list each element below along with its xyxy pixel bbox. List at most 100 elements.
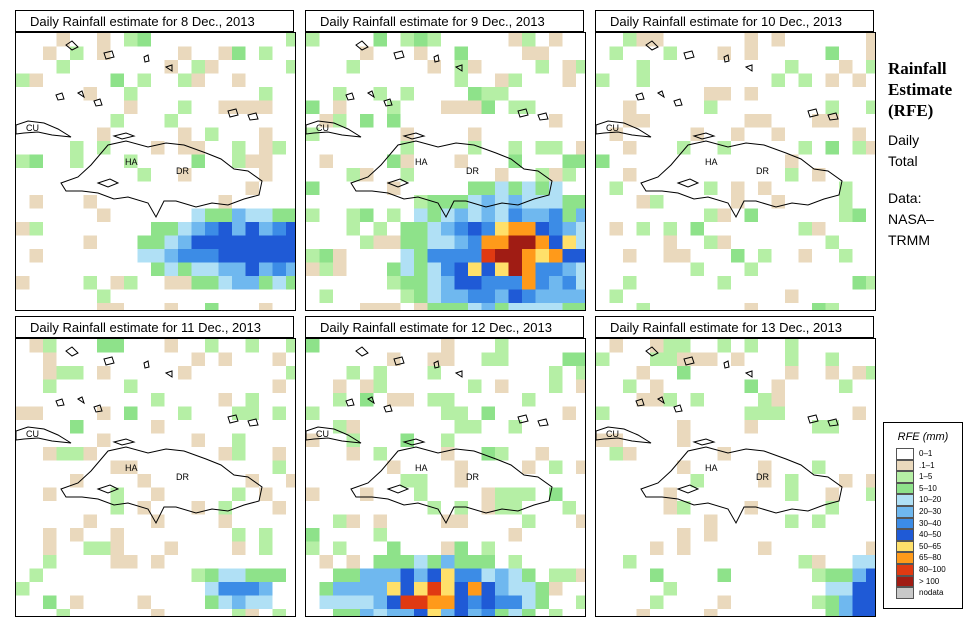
rainfall-cell <box>825 100 839 114</box>
rainfall-cell <box>286 366 295 380</box>
rainfall-map: CU HA DR <box>595 32 876 311</box>
rainfall-cell <box>744 303 758 310</box>
coastline <box>367 90 375 99</box>
rainfall-cell <box>454 474 468 488</box>
rainfall-cell <box>218 100 232 114</box>
rainfall-cell <box>468 276 482 290</box>
rainfall-cell <box>178 249 192 263</box>
rainfall-cell <box>414 46 428 60</box>
rainfall-cell <box>259 276 273 290</box>
rainfall-cell <box>495 303 509 310</box>
rainfall-cell <box>164 262 178 276</box>
rainfall-cell <box>576 222 585 236</box>
coastline <box>692 132 716 140</box>
rainfall-cell <box>218 352 232 366</box>
rainfall-cell <box>866 595 875 609</box>
rainfall-cell <box>562 73 576 87</box>
side-title-line: Rainfall <box>888 59 947 78</box>
country-label: HA <box>125 463 138 473</box>
rainfall-cell <box>562 195 576 209</box>
rainfall-cell <box>97 141 111 155</box>
coastline <box>645 346 659 357</box>
coastline <box>93 404 103 413</box>
rainfall-cell <box>549 235 563 249</box>
rainfall-cell <box>346 555 360 569</box>
rainfall-cell <box>259 303 273 310</box>
rainfall-cell <box>400 609 414 616</box>
rainfall-cell <box>852 406 866 420</box>
rainfall-cell <box>454 276 468 290</box>
coastline <box>383 98 393 107</box>
side-annotation: Rainfall Estimate (RFE) <box>888 58 952 121</box>
rainfall-cell <box>286 249 295 263</box>
rainfall-cell <box>218 249 232 263</box>
rainfall-cell <box>508 528 522 542</box>
coastline <box>402 438 426 446</box>
rainfall-cell <box>360 114 374 128</box>
rainfall-cell <box>360 609 374 616</box>
rainfall-cell <box>286 276 295 290</box>
rainfall-cell <box>427 555 441 569</box>
rainfall-cell <box>690 222 704 236</box>
rainfall-cell <box>400 222 414 236</box>
rainfall-cell <box>866 100 875 114</box>
rainfall-cell <box>218 514 232 528</box>
rainfall-cell <box>97 541 111 555</box>
rainfall-cell <box>232 568 246 582</box>
rainfall-cell <box>785 168 799 182</box>
rainfall-cell <box>43 487 57 501</box>
legend-title: RFE (mm) <box>897 431 949 443</box>
rainfall-cell <box>191 249 205 263</box>
rainfall-cell <box>812 460 826 474</box>
rainfall-cell <box>852 73 866 87</box>
rainfall-cell <box>272 501 286 515</box>
rainfall-cell <box>400 433 414 447</box>
rainfall-cell <box>83 235 97 249</box>
rainfall-cell <box>468 127 482 141</box>
rainfall-cell <box>191 433 205 447</box>
rainfall-cell <box>609 447 623 461</box>
rainfall-cell <box>454 501 468 515</box>
rainfall-cell <box>481 222 495 236</box>
rainfall-cell <box>535 235 549 249</box>
rainfall-cell <box>319 262 333 276</box>
rainfall-cell <box>346 514 360 528</box>
rainfall-cell <box>124 33 138 47</box>
rainfall-cell <box>468 249 482 263</box>
rainfall-cell <box>744 501 758 515</box>
rainfall-cell <box>427 276 441 290</box>
rainfall-cell <box>400 582 414 596</box>
rainfall-cell <box>495 222 509 236</box>
rainfall-cell <box>623 447 637 461</box>
rainfall-cell <box>319 555 333 569</box>
rainfall-cell <box>522 100 536 114</box>
rainfall-cell <box>414 276 428 290</box>
rainfall-cell <box>151 249 165 263</box>
rainfall-cell <box>70 447 84 461</box>
rainfall-cell <box>758 181 772 195</box>
rainfall-cell <box>785 339 799 353</box>
country-label: HA <box>705 463 718 473</box>
rainfall-cell <box>319 595 333 609</box>
rainfall-cell <box>771 393 785 407</box>
rainfall-cell <box>400 33 414 47</box>
rainfall-cell <box>387 568 401 582</box>
coastline <box>827 418 839 427</box>
rainfall-cell <box>232 141 246 155</box>
rainfall-cell <box>400 154 414 168</box>
legend-item: 40–50 <box>896 529 962 541</box>
rainfall-cell <box>481 582 495 596</box>
rainfall-cell <box>346 609 360 616</box>
rainfall-cell <box>549 208 563 222</box>
rainfall-cell <box>83 514 97 528</box>
rainfall-cell <box>825 141 839 155</box>
rainfall-cell <box>508 568 522 582</box>
rainfall-cell <box>400 141 414 155</box>
rainfall-cell <box>16 73 30 87</box>
rainfall-cell <box>333 100 347 114</box>
rainfall-cell <box>549 303 563 310</box>
rainfall-cell <box>272 447 286 461</box>
legend-label: .1–1 <box>919 460 935 470</box>
country-label: DR <box>756 166 769 176</box>
rainfall-cell <box>110 501 124 515</box>
